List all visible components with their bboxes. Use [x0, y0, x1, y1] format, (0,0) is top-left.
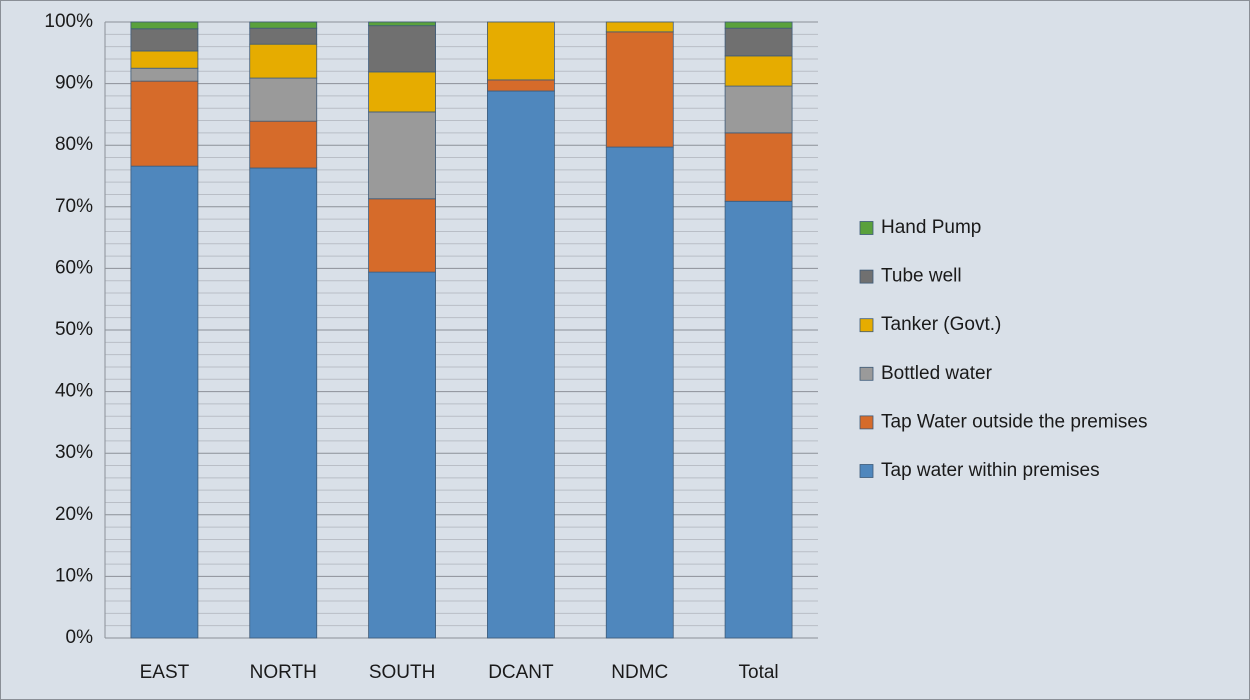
bar-segment [249, 120, 318, 169]
legend-label: Bottled water [881, 363, 993, 384]
bar-segment [130, 21, 199, 30]
bar-segment [605, 21, 674, 33]
bar-segment [249, 27, 318, 45]
y-tick-label: 70% [55, 196, 93, 217]
legend-swatch [859, 221, 874, 235]
bar-segment [130, 80, 199, 167]
bar-segment [605, 146, 674, 639]
bar-segment [249, 167, 318, 639]
x-tick-label: NDMC [611, 662, 668, 683]
y-tick-label: 30% [55, 442, 93, 463]
legend-swatch [859, 318, 874, 333]
x-tick-label: SOUTH [369, 662, 436, 683]
bar-segment [487, 79, 555, 92]
y-tick-label: 100% [44, 11, 93, 32]
y-tick-label: 90% [55, 73, 93, 94]
x-tick-label: Total [739, 662, 779, 683]
x-tick-label: DCANT [488, 662, 554, 683]
y-tick-label: 10% [55, 565, 93, 586]
bar-segment [724, 85, 793, 134]
bar-segment [368, 271, 436, 639]
bar-segment [724, 21, 793, 29]
x-tick-label: EAST [140, 662, 190, 683]
legend-swatch [859, 269, 874, 284]
y-tick-label: 40% [55, 381, 93, 402]
legend-label: Hand Pump [881, 217, 981, 238]
legend-label: Tap water within premises [881, 460, 1100, 481]
bar-segment [724, 132, 793, 202]
bar-segment [368, 111, 436, 200]
x-tick-label: NORTH [250, 662, 317, 683]
bar-segment [368, 71, 436, 113]
bar-segment [368, 198, 436, 273]
legend-swatch [859, 366, 874, 381]
bar-segment [130, 67, 199, 82]
bar-segment [249, 43, 318, 79]
legend-swatch [859, 464, 874, 478]
bar-segment [130, 165, 199, 639]
legend-swatch [859, 415, 874, 430]
bar-segment [724, 55, 793, 87]
legend-label: Tube well [881, 266, 962, 287]
bar-segment [487, 90, 555, 639]
bar-segment [724, 27, 793, 57]
bar-segment [249, 21, 318, 29]
bar-segment [249, 77, 318, 122]
bar-segment [605, 31, 674, 148]
y-tick-label: 80% [55, 134, 93, 155]
bar-segment [130, 50, 199, 69]
y-tick-label: 50% [55, 319, 93, 340]
bar-segment [487, 21, 555, 81]
legend-label: Tanker (Govt.) [881, 314, 1001, 335]
bar-segment [724, 200, 793, 639]
bar-segment [368, 25, 436, 73]
bar-segment [368, 21, 436, 27]
legend-label: Tap Water outside the premises [881, 411, 1147, 432]
y-tick-label: 60% [55, 257, 93, 278]
bar-segment [130, 28, 199, 52]
y-tick-label: 0% [66, 627, 94, 648]
y-tick-label: 20% [55, 504, 93, 525]
